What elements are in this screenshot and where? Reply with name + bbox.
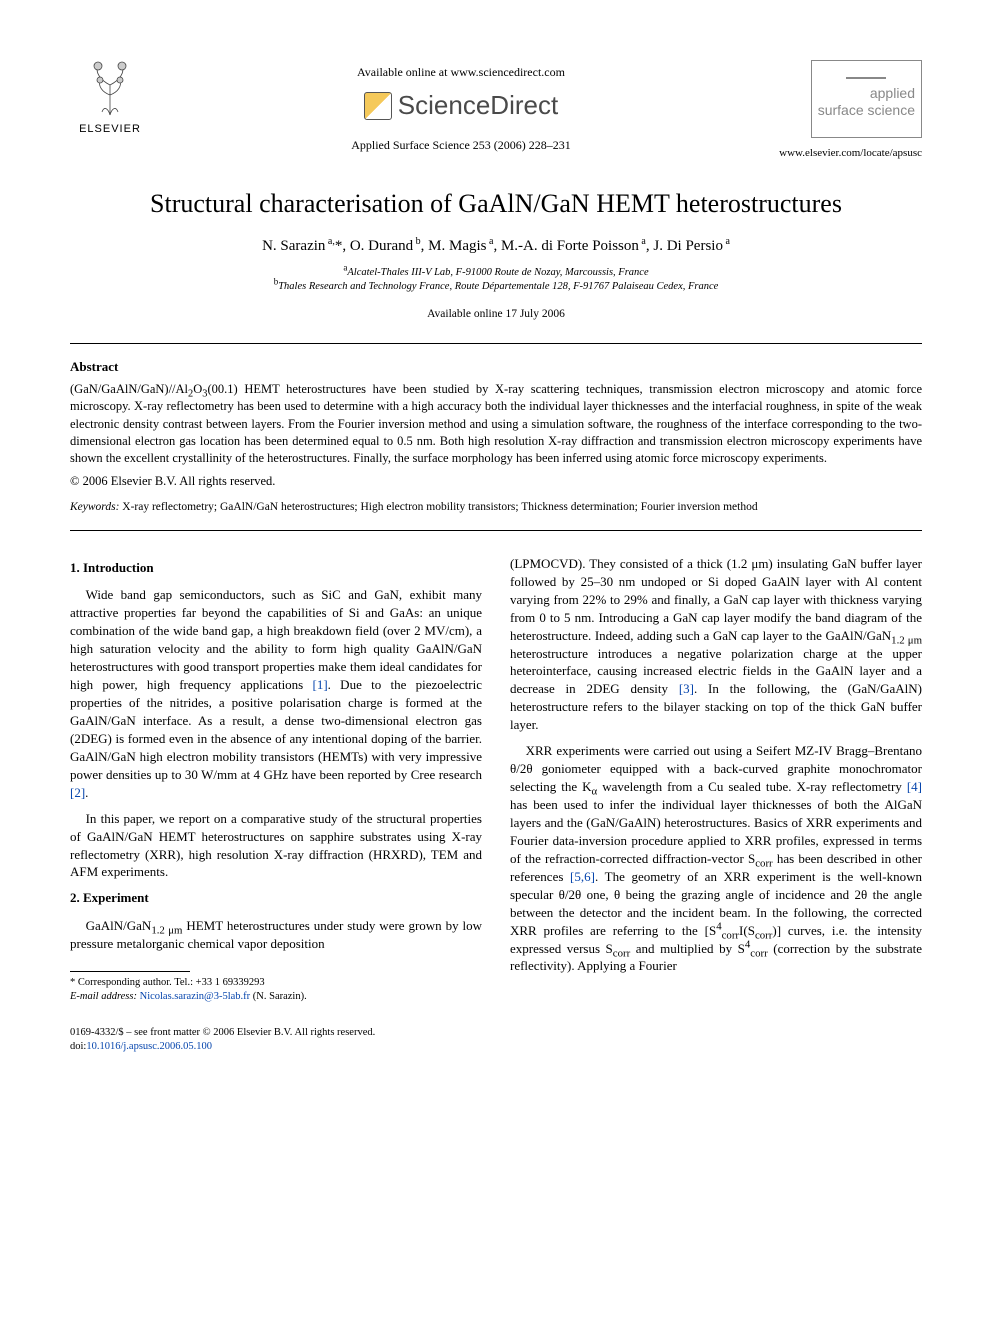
- journal-cover-box: applied surface science: [811, 60, 922, 138]
- elsevier-tree-icon: [80, 60, 140, 120]
- ref-link-3[interactable]: [3]: [679, 681, 694, 696]
- affiliation-b: Thales Research and Technology France, R…: [278, 281, 718, 292]
- right-header: applied surface science www.elsevier.com…: [772, 60, 922, 160]
- intro-heading: 1. Introduction: [70, 559, 482, 577]
- journal-reference: Applied Surface Science 253 (2006) 228–2…: [150, 137, 772, 153]
- available-online-text: Available online at www.sciencedirect.co…: [150, 64, 772, 80]
- affiliation-a: Alcatel-Thales III-V Lab, F-91000 Route …: [347, 267, 648, 278]
- ref-link-1[interactable]: [1]: [313, 677, 328, 692]
- corresponding-author-footnote: * Corresponding author. Tel.: +33 1 6933…: [70, 976, 482, 1004]
- email-label: E-mail address:: [70, 991, 137, 1002]
- right-column: (LPMOCVD). They consisted of a thick (1.…: [510, 555, 922, 1004]
- journal-title-line1: applied: [818, 85, 915, 102]
- bottom-metadata: 0169-4332/$ – see front matter © 2006 El…: [70, 1026, 922, 1054]
- intro-paragraph-1: Wide band gap semiconductors, such as Si…: [70, 586, 482, 801]
- available-date: Available online 17 July 2006: [70, 307, 922, 323]
- sciencedirect-logo: ScienceDirect: [150, 88, 772, 123]
- sciencedirect-text: ScienceDirect: [398, 88, 558, 123]
- journal-title-line2: surface science: [818, 102, 915, 119]
- left-column: 1. Introduction Wide band gap semiconduc…: [70, 555, 482, 1004]
- abstract-heading: Abstract: [70, 358, 922, 376]
- footnote-separator: [70, 971, 190, 972]
- divider: [70, 343, 922, 344]
- sciencedirect-icon: [364, 92, 392, 120]
- keywords-label: Keywords:: [70, 501, 119, 513]
- intro-paragraph-2: In this paper, we report on a comparativ…: [70, 810, 482, 882]
- copyright: © 2006 Elsevier B.V. All rights reserved…: [70, 473, 922, 490]
- issn-line: 0169-4332/$ – see front matter © 2006 El…: [70, 1026, 922, 1040]
- experiment-paragraph-1: GaAlN/GaN1.2 μm HEMT heterostructures un…: [70, 917, 482, 953]
- footnote-tel: * Corresponding author. Tel.: +33 1 6933…: [70, 976, 482, 990]
- authors: N. Sarazin a,*, O. Durand b, M. Magis a,…: [70, 236, 922, 256]
- body-columns: 1. Introduction Wide band gap semiconduc…: [70, 555, 922, 1004]
- elsevier-logo: ELSEVIER: [70, 60, 150, 137]
- locate-url: www.elsevier.com/locate/apsusc: [772, 146, 922, 161]
- center-header: Available online at www.sciencedirect.co…: [150, 60, 772, 157]
- keywords-value: X-ray reflectometry; GaAlN/GaN heterostr…: [122, 501, 757, 513]
- keywords: Keywords: X-ray reflectometry; GaAlN/GaN…: [70, 500, 922, 516]
- header: ELSEVIER Available online at www.science…: [70, 60, 922, 160]
- ref-link-2[interactable]: [2]: [70, 785, 85, 800]
- doi-link[interactable]: 10.1016/j.apsusc.2006.05.100: [86, 1041, 212, 1052]
- ref-link-56[interactable]: [5,6]: [570, 869, 595, 884]
- email-link[interactable]: Nicolas.sarazin@3-5lab.fr: [140, 991, 251, 1002]
- doi-label: doi:: [70, 1041, 86, 1052]
- ref-link-4[interactable]: [4]: [907, 779, 922, 794]
- publisher-name: ELSEVIER: [70, 122, 150, 137]
- affiliations: aAlcatel-Thales III-V Lab, F-91000 Route…: [70, 266, 922, 295]
- email-suffix: (N. Sarazin).: [250, 991, 307, 1002]
- experiment-heading: 2. Experiment: [70, 889, 482, 907]
- abstract-body: (GaN/GaAlN/GaN)//Al2O3(00.1) HEMT hetero…: [70, 381, 922, 467]
- article-title: Structural characterisation of GaAlN/GaN…: [70, 186, 922, 221]
- divider: [70, 530, 922, 531]
- experiment-paragraph-2: XRR experiments were carried out using a…: [510, 742, 922, 975]
- experiment-paragraph-cont: (LPMOCVD). They consisted of a thick (1.…: [510, 555, 922, 734]
